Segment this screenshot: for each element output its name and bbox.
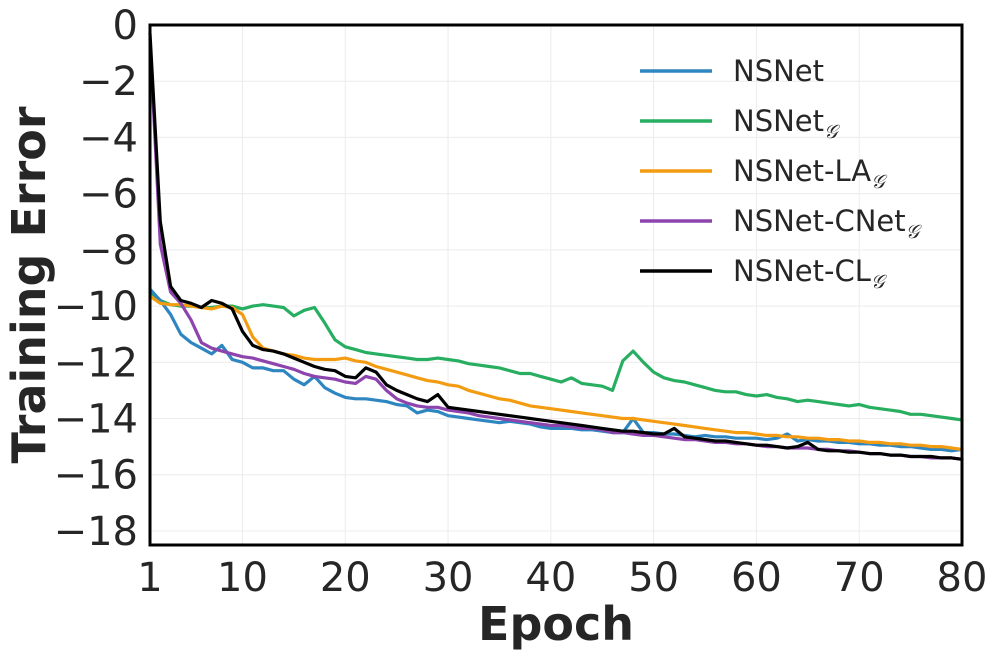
x-tick-label: 20: [320, 555, 371, 601]
y-tick-label: −4: [79, 115, 138, 161]
legend-label-nsnet-cl-g: NSNet-CL𝒢: [733, 254, 888, 293]
y-tick-labels: 0 −2 −4 −6 −8 −10 −12 −14 −16 −18: [54, 3, 138, 555]
y-axis-label: Training Error: [2, 106, 56, 463]
y-tick-label: −2: [79, 59, 138, 105]
y-tick-label: −8: [79, 228, 138, 274]
legend-label-nsnet-la-g: NSNet-LA𝒢: [733, 154, 888, 193]
x-tick-label: 40: [525, 555, 576, 601]
series-line-nsnet: [148, 287, 964, 453]
series-layer: [148, 31, 964, 461]
plot-frame: [148, 23, 964, 547]
y-tick-label: −12: [54, 340, 138, 386]
x-tick-label: 60: [731, 555, 782, 601]
y-tick-label: −6: [79, 172, 138, 218]
y-tick-label: 0: [113, 3, 138, 49]
series-line-nsnet-g: [148, 290, 964, 422]
y-tick-label: −18: [54, 509, 138, 555]
y-tick-label: −14: [54, 397, 138, 443]
x-axis-label: Epoch: [478, 597, 634, 651]
legend-label-nsnet-cnet-g: NSNet-CNet𝒢: [733, 204, 923, 243]
y-tick-label: −16: [54, 453, 138, 499]
y-tick-label: −10: [54, 284, 138, 330]
x-tick-label: 80: [937, 555, 988, 601]
legend-label-nsnet: NSNet: [733, 54, 824, 88]
x-tick-label: 1: [137, 555, 162, 601]
x-tick-label: 10: [217, 555, 268, 601]
legend-label-nsnet-g: NSNet𝒢: [733, 104, 841, 143]
x-tick-label: 30: [423, 555, 474, 601]
x-tick-label: 50: [628, 555, 679, 601]
x-tick-label: 70: [834, 555, 885, 601]
series-line-nsnet-cl-g: [148, 31, 964, 461]
legend: NSNet NSNet𝒢 NSNet-LA𝒢 NSNet-CNet𝒢 NSNet-CL𝒢: [640, 54, 923, 293]
x-tick-labels: 1 10 20 30 40 50 60 70 80: [137, 555, 987, 601]
